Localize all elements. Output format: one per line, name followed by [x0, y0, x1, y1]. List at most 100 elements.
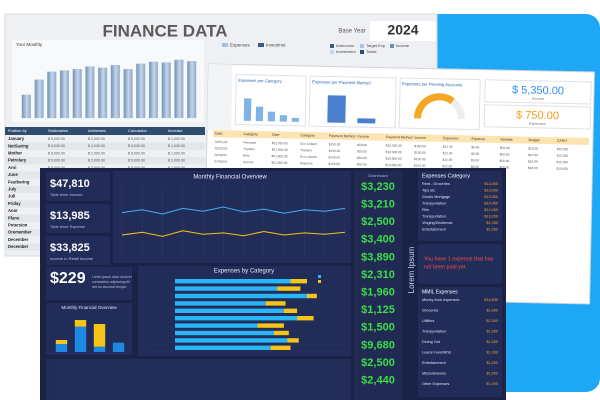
column-value: $3,400 [361, 234, 395, 246]
bar [175, 316, 298, 321]
list-label: Utilities [422, 319, 434, 323]
table-header: Calculation [128, 129, 147, 133]
row-label: Friday [8, 201, 21, 206]
stacked-bar [74, 320, 87, 327]
bar [265, 301, 286, 306]
panel [354, 171, 402, 400]
row-label: Mother [8, 151, 22, 156]
table-cell: $0.00 [471, 145, 479, 149]
legend-label: Expenses [230, 43, 251, 48]
big-value: $229 [50, 270, 86, 287]
bar [267, 111, 276, 122]
column-value: $3,230 [361, 181, 395, 193]
panel [418, 287, 502, 397]
row-label: Petrolary [8, 158, 27, 163]
kpi-card [46, 204, 110, 233]
row-label: January [8, 136, 25, 141]
list-label: Tips etc [422, 189, 435, 193]
panel [113, 171, 351, 263]
table-cell: $0.00 [471, 158, 479, 162]
expense-label: Expenses [529, 122, 546, 126]
table-cell: $50.00 [357, 149, 367, 153]
base-year-label: Base Year [338, 29, 365, 35]
legend-swatch [360, 44, 364, 48]
stacked-bar [93, 346, 106, 352]
table-cell: $15,000 [557, 147, 569, 151]
table-cell: $50.00 [357, 162, 367, 166]
list-value: $1,000 [486, 382, 498, 386]
legend-label: Investment [336, 49, 356, 54]
row-label: Plano [8, 215, 20, 220]
table-cell: Personal [243, 141, 256, 145]
table-cell: $ 5,000.00 [128, 151, 145, 155]
table-cell: $50.00 [357, 156, 367, 160]
bar [290, 279, 307, 284]
card-title: Expenses per Payment Method [312, 79, 371, 85]
column-value: $1,125 [361, 304, 395, 316]
chart-panel [12, 40, 204, 122]
kpi-label: Total store Expense [50, 224, 86, 229]
table-cell: $ 5,000.00 [48, 166, 65, 170]
legend-swatch [318, 275, 321, 278]
list-label: Loans Fees/Whiz [422, 351, 451, 355]
bar [175, 286, 278, 291]
table-cell: $ 5,000.00 [128, 159, 145, 163]
list-value: $14,050 [484, 202, 498, 206]
table-cell: $10.00 [528, 160, 538, 164]
bar [161, 62, 171, 119]
column-value: $1,500 [361, 322, 395, 334]
table-cell: $12.00 [443, 145, 453, 149]
table-cell: Payment [300, 161, 313, 165]
legend-swatch [360, 50, 364, 54]
bar [279, 115, 288, 122]
kpi-label: Income to Retail Income [50, 256, 94, 261]
legend-label: Autonomo [336, 43, 355, 48]
bar [287, 338, 299, 343]
chart-title: Your Monthly [16, 42, 43, 47]
table-cell: $10,000.00 [386, 150, 402, 154]
base-year: 2024 [387, 22, 418, 38]
table-header: Date [215, 132, 223, 136]
table-cell: $ 1,000.00 [168, 166, 185, 170]
bar [21, 94, 31, 119]
expense-card [483, 104, 592, 130]
expense-value: $ 750.00 [516, 109, 559, 122]
bar [148, 61, 159, 119]
alert-line: not been paid yet. [424, 264, 467, 270]
table-header: Budget [528, 138, 539, 142]
table-cell: $10,000.00 [385, 163, 401, 167]
table-cell: $10,000.00 [386, 144, 402, 148]
column-value: $2,500 [361, 357, 395, 369]
bar [123, 69, 133, 119]
table-header: Category [243, 132, 258, 136]
table-cell: $ 5,000.00 [48, 151, 65, 155]
side-strip [207, 63, 233, 131]
stacked-bar [112, 342, 125, 352]
stacked-bar [55, 344, 68, 352]
bar [98, 67, 108, 119]
sheet-title: FINANCE DATA [103, 21, 228, 40]
table-cell: $ 5,000.00 [128, 137, 145, 141]
table-header: Expense [471, 137, 485, 141]
table-cell: $ 5,000.00 [128, 144, 145, 148]
table-cell: $15,000 [556, 160, 568, 164]
table-header: Variable [500, 138, 513, 142]
table-header: Increase [168, 129, 183, 133]
chart-title: Monthly Financial Overview [193, 175, 267, 181]
table-header: Date [272, 133, 280, 137]
table-header: Payment Method [329, 134, 356, 139]
table-header: Stationaries [48, 129, 68, 133]
table-cell: Eco Lisbeth [300, 142, 317, 146]
list-value: $1,000 [486, 330, 498, 334]
list-value: $14,600 [484, 298, 498, 302]
column-value: $2,500 [361, 216, 395, 228]
bar [175, 301, 266, 306]
bar [175, 293, 307, 299]
table-cell: $150.00 [329, 155, 341, 159]
list-value: $1,050 [486, 228, 498, 232]
bar [175, 323, 258, 328]
table-cell: 02/02/24 [215, 146, 228, 150]
table-cell: $ 2,000.00 [88, 166, 105, 170]
row-bg [5, 142, 205, 150]
